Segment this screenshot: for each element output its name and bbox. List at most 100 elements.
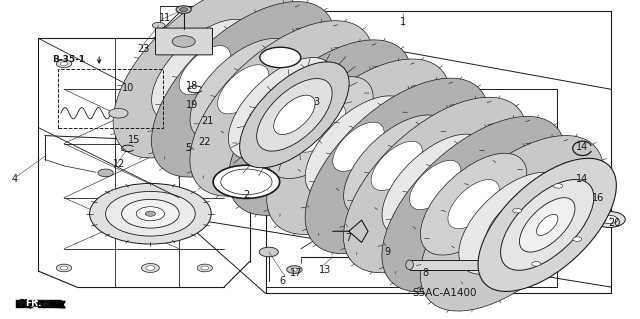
Circle shape: [201, 62, 209, 66]
Text: 17: 17: [290, 268, 302, 278]
Text: 18: 18: [186, 81, 198, 91]
Circle shape: [354, 227, 369, 235]
Circle shape: [573, 237, 582, 241]
Ellipse shape: [218, 65, 269, 114]
Circle shape: [259, 247, 278, 257]
Text: 1: 1: [400, 17, 406, 27]
Circle shape: [213, 165, 280, 198]
Circle shape: [139, 58, 162, 70]
Ellipse shape: [228, 40, 412, 215]
Text: 22: 22: [198, 137, 211, 147]
Ellipse shape: [239, 62, 349, 168]
Circle shape: [260, 47, 301, 68]
Circle shape: [593, 211, 625, 227]
Ellipse shape: [113, 0, 296, 158]
Text: 15: 15: [128, 135, 140, 145]
Ellipse shape: [267, 59, 450, 234]
Circle shape: [180, 8, 188, 11]
Text: 4: 4: [12, 174, 18, 184]
Circle shape: [187, 66, 204, 74]
Text: 12: 12: [113, 159, 125, 169]
Text: 21: 21: [202, 116, 214, 126]
Circle shape: [98, 169, 113, 177]
Ellipse shape: [420, 153, 527, 255]
Circle shape: [109, 108, 128, 118]
Text: 23: 23: [137, 44, 149, 55]
Circle shape: [197, 264, 212, 272]
Text: 14: 14: [576, 142, 588, 152]
Text: S5AC-A1400: S5AC-A1400: [413, 288, 477, 299]
Circle shape: [601, 215, 618, 224]
Ellipse shape: [294, 103, 346, 152]
Ellipse shape: [190, 38, 296, 140]
Circle shape: [141, 263, 159, 272]
Circle shape: [287, 266, 302, 273]
Circle shape: [191, 68, 199, 72]
Ellipse shape: [410, 160, 461, 210]
Text: FR.: FR.: [37, 300, 54, 309]
Circle shape: [192, 109, 202, 114]
Text: 10: 10: [122, 83, 134, 93]
Text: 13: 13: [319, 264, 331, 275]
Ellipse shape: [382, 134, 488, 236]
Ellipse shape: [448, 180, 499, 229]
Circle shape: [172, 36, 195, 47]
Ellipse shape: [520, 198, 575, 252]
Circle shape: [186, 124, 202, 131]
Ellipse shape: [256, 84, 307, 133]
Text: 3: 3: [314, 97, 320, 107]
Text: FR.: FR.: [18, 299, 35, 308]
Text: 16: 16: [592, 193, 604, 203]
Text: 14: 14: [576, 174, 588, 184]
Ellipse shape: [274, 95, 315, 135]
Ellipse shape: [371, 141, 422, 190]
Text: 7: 7: [346, 233, 352, 243]
Text: 19: 19: [186, 100, 198, 110]
Circle shape: [554, 184, 563, 188]
Text: 5: 5: [186, 143, 192, 153]
Circle shape: [184, 133, 194, 138]
Ellipse shape: [305, 96, 412, 198]
Ellipse shape: [190, 21, 373, 196]
Circle shape: [385, 242, 402, 250]
Ellipse shape: [459, 172, 565, 274]
Ellipse shape: [486, 199, 538, 248]
Ellipse shape: [333, 122, 384, 171]
Circle shape: [56, 264, 72, 272]
Circle shape: [131, 133, 141, 138]
Ellipse shape: [305, 78, 488, 254]
Ellipse shape: [536, 214, 558, 235]
Text: 9: 9: [384, 247, 390, 257]
Circle shape: [136, 207, 164, 221]
Text: 2: 2: [243, 189, 250, 200]
Circle shape: [152, 22, 165, 29]
Text: 6: 6: [280, 276, 286, 286]
Circle shape: [582, 192, 608, 205]
Text: FR.: FR.: [26, 299, 42, 308]
FancyBboxPatch shape: [156, 28, 212, 55]
Ellipse shape: [228, 57, 335, 160]
Text: 8: 8: [422, 268, 429, 278]
Ellipse shape: [179, 46, 230, 95]
Circle shape: [56, 60, 72, 68]
Polygon shape: [410, 260, 486, 270]
Ellipse shape: [478, 158, 616, 292]
Circle shape: [349, 252, 368, 262]
Ellipse shape: [406, 260, 413, 270]
Circle shape: [589, 195, 602, 202]
Ellipse shape: [344, 97, 527, 273]
Ellipse shape: [483, 260, 490, 270]
Circle shape: [176, 6, 191, 13]
Ellipse shape: [382, 116, 565, 292]
Circle shape: [201, 266, 209, 270]
Ellipse shape: [344, 115, 450, 217]
Circle shape: [532, 262, 541, 266]
Circle shape: [191, 138, 204, 144]
Circle shape: [90, 183, 211, 244]
Ellipse shape: [257, 78, 332, 151]
Text: B-35-1: B-35-1: [52, 55, 86, 63]
Ellipse shape: [152, 19, 258, 121]
Circle shape: [145, 211, 156, 216]
Circle shape: [60, 62, 68, 66]
Ellipse shape: [500, 180, 594, 270]
